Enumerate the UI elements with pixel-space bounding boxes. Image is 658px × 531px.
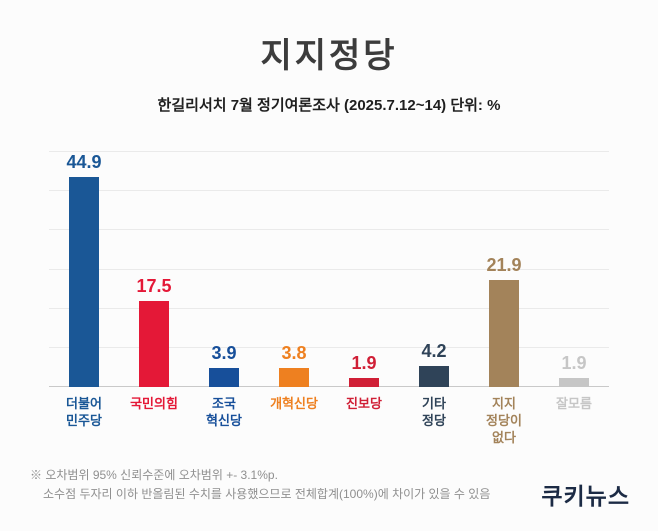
footnote-line-2: 소수점 두자리 이하 반올림된 수치를 사용했으므로 전체합계(100%)에 차… [43, 486, 491, 501]
bar [349, 377, 379, 387]
x-axis-category-label: 진보당 [346, 396, 382, 411]
bar [139, 301, 169, 387]
bar-column: 44.9 [49, 152, 119, 387]
bar [209, 367, 239, 387]
x-axis-category-label: 지지 정당이 없다 [486, 396, 522, 445]
bar-chart: 44.9 17.5 3.9 3.8 1.9 4.2 21.9 1.9 더불어 민주당 국민의힘 조… [49, 151, 609, 447]
x-axis-line [49, 386, 609, 387]
bar-value-label: 4.2 [421, 341, 447, 362]
footnote-line-1: ※ 오차범위 95% 신뢰수준에 오차범위 +- 3.1%p. [30, 468, 278, 482]
bar [279, 368, 309, 387]
bar-column: 4.2 [399, 152, 469, 387]
plot-area: 44.9 17.5 3.9 3.8 1.9 4.2 21.9 1.9 [49, 151, 609, 387]
bar-value-label: 3.9 [211, 342, 237, 363]
chart-header: 지지정당 한길리서치 7월 정기여론조사 (2025.7.12~14) 단위: … [0, 0, 658, 115]
bar-value-label: 17.5 [136, 276, 172, 297]
chart-title: 지지정당 [260, 37, 398, 75]
bar-value-label: 44.9 [66, 152, 102, 172]
bar-value-label: 3.8 [281, 343, 307, 364]
bar-column: 1.9 [329, 152, 399, 387]
x-axis-category-label: 더불어 민주당 [66, 396, 102, 428]
bar-column: 21.9 [469, 152, 539, 387]
gridline [49, 307, 609, 309]
chart-subtitle: 한길리서치 7월 정기여론조사 (2025.7.12~14) 단위: % [157, 97, 501, 114]
bar-column: 3.8 [259, 152, 329, 387]
bar-column: 3.9 [189, 152, 259, 387]
x-axis-labels: 더불어 민주당 국민의힘 조국 혁신당 개혁신당 진보당 기타 정당 지지 정당이 없다 잘모… [49, 396, 609, 447]
bar-value-label: 1.9 [351, 352, 377, 373]
x-axis-category-label: 잘모름 [556, 396, 592, 411]
gridline [49, 190, 609, 192]
bar [489, 279, 519, 387]
bar-value-label: 1.9 [561, 352, 587, 373]
gridline [49, 229, 609, 231]
x-axis-category-label: 개혁신당 [270, 396, 318, 411]
x-axis-category-label: 조국 혁신당 [206, 396, 242, 428]
x-axis-category-label: 국민의힘 [130, 396, 178, 411]
gridline [49, 268, 609, 270]
bar-column: 1.9 [539, 152, 609, 387]
bar [559, 377, 589, 387]
bar-column: 17.5 [119, 152, 189, 387]
footnote: ※ 오차범위 95% 신뢰수준에 오차범위 +- 3.1%p. 소수점 두자리 … [30, 466, 490, 503]
bar [419, 366, 449, 387]
kukinews-logo: 쿠키뉴스 [541, 484, 630, 509]
gridline [49, 151, 609, 152]
gridline [49, 346, 609, 348]
bar [69, 177, 99, 387]
x-axis-category-label: 기타 정당 [422, 396, 446, 428]
bar-value-label: 21.9 [486, 254, 522, 275]
bars-container: 44.9 17.5 3.9 3.8 1.9 4.2 21.9 1.9 [49, 152, 609, 387]
